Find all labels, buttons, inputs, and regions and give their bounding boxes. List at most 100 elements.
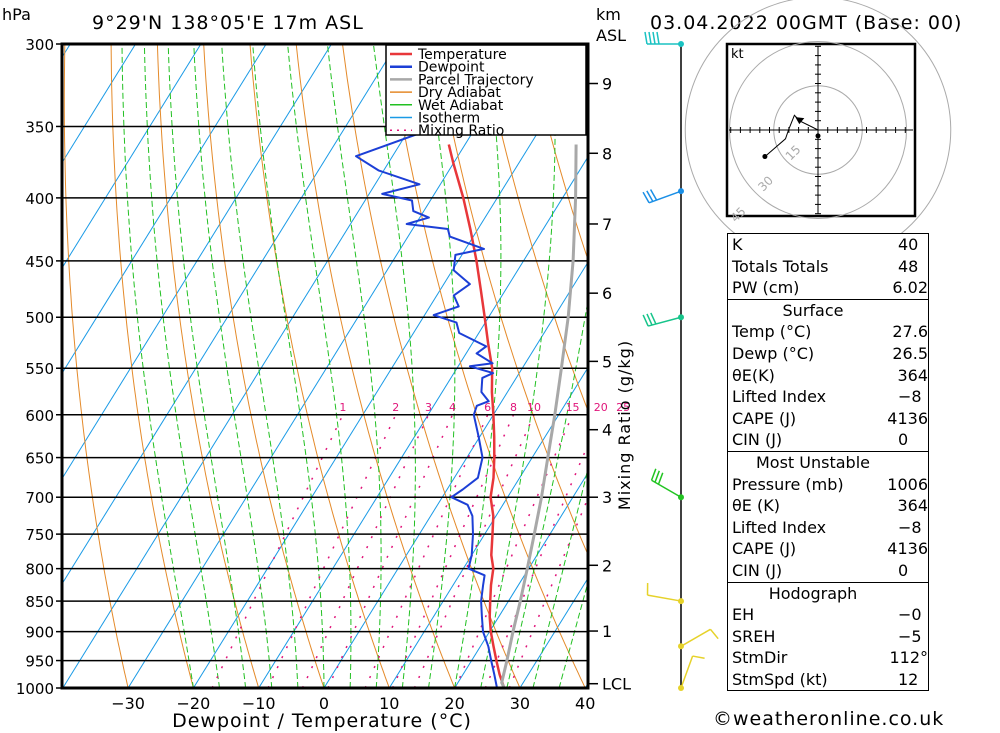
temperature-tick-label: −10 [242,694,276,713]
index-label: θE (K) [732,496,780,516]
dry-adiabat-line [110,44,194,688]
mixing-ratio-label: 8 [510,401,517,414]
index-label: Totals Totals [732,256,829,276]
wind-barb-flag [652,31,656,45]
wet-adiabat-line [558,580,588,688]
isotherm-line [258,155,588,688]
section-title: Hodograph [768,583,858,603]
legend-label: Mixing Ratio [418,123,504,139]
pressure-tick-label: 1000 [16,680,54,698]
pressure-tick-label: 650 [25,450,54,468]
wet-adiabat-line [426,44,456,688]
legend-box [385,44,587,136]
wind-barb-staff [680,655,694,689]
index-value: 4136 [887,408,928,428]
pressure-tick-label: 900 [25,624,54,642]
index-value: −0 [898,605,922,625]
index-value: −5 [898,626,922,646]
datetime-title: 03.04.2022 00GMT (Base: 00) [650,12,962,34]
km-label: km [596,5,621,24]
wind-barb-staff [647,594,682,602]
legend-label: Dewpoint [418,60,485,76]
temperature-tick-label: 40 [575,694,595,713]
index-value: 112° [889,648,928,668]
wind-barb-flag [650,468,657,481]
wind-barbs [642,31,719,691]
pressure-tick-label: 750 [25,526,54,544]
indices-panel: K 40 Totals Totals 48 PW (cm) 6.02 Surface … [727,233,929,692]
mixing-ratio-line [454,414,574,688]
index-row: Temp (°C) 27.6 [728,321,928,343]
isotherm-line [192,50,588,688]
wind-barb-dot [678,188,684,195]
height-tick-label: 4 [602,421,612,440]
index-label: EH [732,605,755,625]
hodograph-surface-point [815,133,821,139]
mixing-ratio-label: 2 [392,401,399,414]
isotherm-line [323,261,588,688]
index-label: K [732,235,743,254]
wet-adiabat-line [143,44,220,688]
wind-barb-staff [647,316,682,327]
wind-barb-staff [651,479,682,498]
index-label: Lifted Index [732,517,827,537]
height-tick-label: 1 [602,622,612,641]
wet-adiabat-line [372,44,416,688]
wind-barb-staff [648,190,682,204]
location-title: 9°29'N 138°05'E 17m ASL [92,12,364,34]
most-unstable-indices: Most Unstable Pressure (mb) 1006 θE (K) 36… [728,450,928,582]
dry-adiabat-line [203,44,325,688]
index-value: −8 [898,387,922,407]
index-value: 364 [897,365,928,385]
index-label: StmSpd (kt) [732,669,828,689]
wind-barb-flag [646,313,653,326]
height-tick-label: 3 [602,488,612,507]
index-value: 364 [897,496,928,516]
index-row: SREH −5 [728,626,928,648]
dry-adiabat-line [944,44,1000,688]
isotherm-line [62,44,398,585]
index-label: CAPE (J) [732,539,797,559]
pressure-tick-label: 850 [25,593,54,611]
mixing-ratio-label: 10 [527,401,541,414]
plot-frame [60,42,590,690]
wet-adiabat-line [326,44,382,688]
temperature-tick-label: −20 [177,694,211,713]
dewpoint-line [355,44,498,688]
index-value: 12 [898,669,919,689]
isotherm-line [62,44,463,688]
hodograph-end-point [762,154,768,160]
pressure-tick-label: 500 [25,309,54,327]
wind-barb-flag [644,31,648,45]
pressure-tick-label: 300 [25,36,54,54]
hodograph-trace [764,114,819,157]
mixing-ratio-label: 6 [484,401,491,414]
mixing-ratio-line [301,414,430,688]
isotherm-line [388,366,588,688]
general-indices: K 40 Totals Totals 48 PW (cm) 6.02 [728,234,928,299]
wind-barb-dot [678,643,684,650]
dry-adiabat-line [480,44,588,413]
wet-adiabat-line [532,466,588,688]
wind-barb-flag [709,628,719,640]
temperature-tick-label: 10 [379,694,399,713]
isotherm-line [62,44,202,269]
index-label: SREH [732,626,776,646]
legend-label: Wet Adiabat [418,98,504,114]
temperature-tick-label: −30 [111,694,145,713]
index-row: Lifted Index −8 [728,517,928,539]
height-tick-label: 5 [602,352,612,371]
dry-adiabat-line [63,44,129,688]
wind-barb-staff [680,628,711,647]
index-row: Totals Totals 48 [728,256,928,278]
legend-label: Isotherm [418,111,480,127]
index-label: CAPE (J) [732,408,797,428]
index-row: Pressure (mb) 1006 [728,474,928,496]
height-tick-label: 9 [602,75,612,94]
mixing-ratio-line [267,414,397,688]
index-value: 26.5 [892,343,928,363]
temperature-tick-label: 0 [319,694,329,713]
wind-barb-dot [678,494,684,501]
legend-label: Temperature [417,47,507,63]
